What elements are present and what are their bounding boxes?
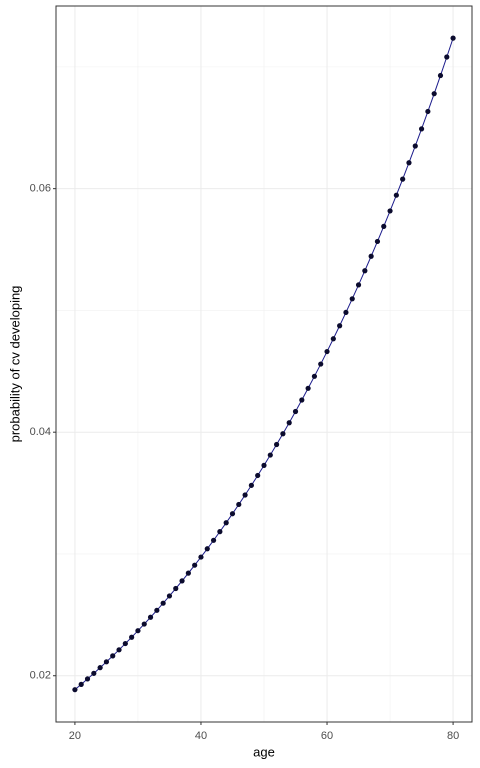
point xyxy=(431,91,437,97)
y-axis-title: probability of cv developing xyxy=(7,286,22,443)
point xyxy=(368,253,374,259)
point xyxy=(166,593,173,599)
panel-border xyxy=(55,5,473,723)
point xyxy=(147,614,154,620)
point xyxy=(267,452,273,458)
point xyxy=(311,373,318,379)
x-tick-label: 80 xyxy=(447,730,459,742)
point xyxy=(374,238,381,245)
point xyxy=(84,676,91,682)
point xyxy=(299,397,305,403)
point xyxy=(154,607,160,613)
point xyxy=(110,653,116,659)
y-tick-label: 0.02 xyxy=(30,670,51,682)
point xyxy=(292,408,299,415)
point xyxy=(91,670,97,676)
point xyxy=(198,554,204,560)
point xyxy=(444,54,450,60)
point xyxy=(129,634,135,640)
point xyxy=(343,309,349,316)
point xyxy=(217,529,223,535)
x-tick-label: 20 xyxy=(69,730,81,742)
point xyxy=(318,361,324,367)
point xyxy=(255,472,261,479)
point xyxy=(116,647,122,653)
point xyxy=(173,585,179,592)
point xyxy=(450,35,456,41)
point xyxy=(393,192,399,198)
x-tick-label: 60 xyxy=(321,730,333,742)
point xyxy=(229,511,236,517)
x-axis-title: age xyxy=(253,744,275,759)
point xyxy=(418,126,425,132)
point xyxy=(210,537,217,543)
point xyxy=(122,640,128,647)
point xyxy=(261,462,267,468)
point xyxy=(160,600,166,606)
point xyxy=(236,501,242,508)
point xyxy=(305,385,311,391)
point xyxy=(179,578,185,584)
point xyxy=(406,160,412,166)
point xyxy=(355,282,362,288)
point xyxy=(78,681,84,687)
point xyxy=(135,628,141,634)
point xyxy=(387,208,393,214)
point xyxy=(242,492,248,498)
point xyxy=(103,659,110,665)
point xyxy=(204,546,210,552)
point xyxy=(324,348,330,355)
point xyxy=(280,431,286,437)
point xyxy=(97,665,103,671)
point xyxy=(437,72,444,79)
point xyxy=(141,621,147,627)
point xyxy=(223,520,229,526)
point xyxy=(425,108,431,115)
point xyxy=(286,420,292,426)
point xyxy=(337,323,343,329)
y-tick-label: 0.04 xyxy=(30,426,51,438)
point xyxy=(330,336,336,342)
point xyxy=(362,268,368,274)
x-tick-label: 40 xyxy=(195,730,207,742)
point xyxy=(248,482,254,488)
y-tick-label: 0.06 xyxy=(30,183,51,195)
point xyxy=(274,441,280,448)
point xyxy=(381,223,387,229)
point xyxy=(192,562,198,568)
point xyxy=(412,143,418,149)
point xyxy=(349,296,355,302)
point xyxy=(400,176,406,182)
point xyxy=(185,570,191,576)
point xyxy=(72,687,78,693)
